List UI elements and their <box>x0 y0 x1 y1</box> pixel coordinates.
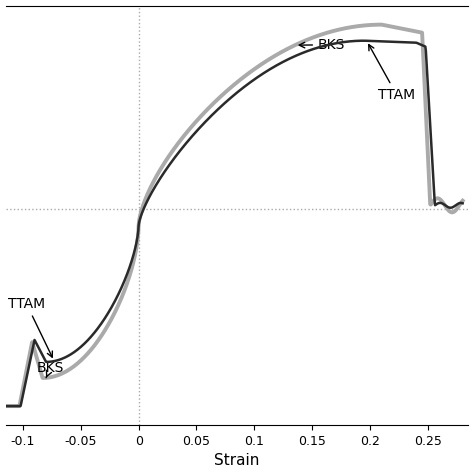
Text: TTAM: TTAM <box>369 45 415 102</box>
Text: TTAM: TTAM <box>8 297 52 357</box>
X-axis label: Strain: Strain <box>214 454 260 468</box>
Text: BKS: BKS <box>37 361 64 378</box>
Text: BKS: BKS <box>299 38 346 52</box>
